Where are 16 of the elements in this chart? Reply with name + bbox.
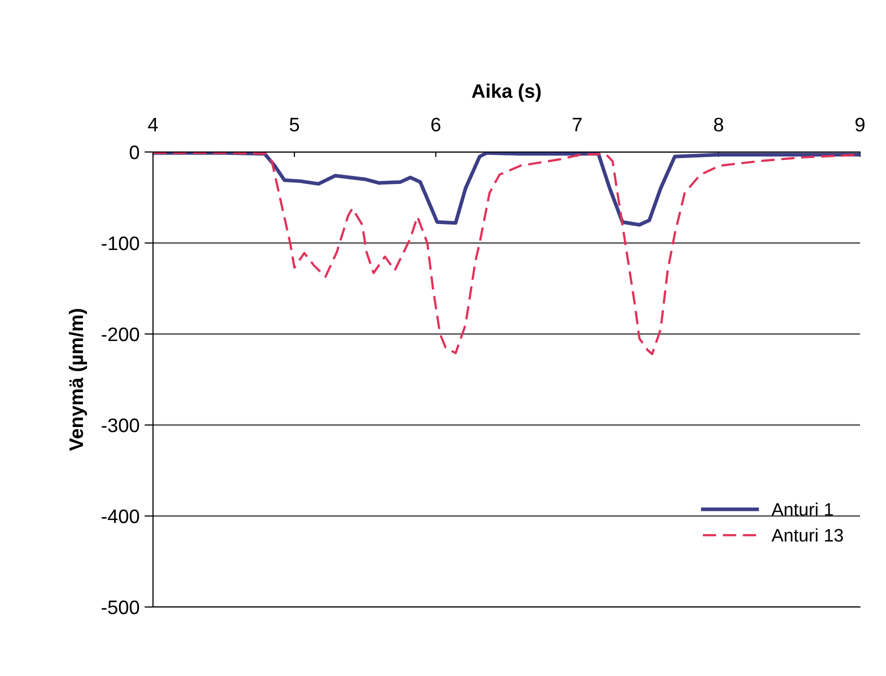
y-tick-label: -100 [102, 236, 140, 250]
x-tick-label: 7 [572, 118, 582, 132]
x-tick-label: 9 [856, 118, 864, 132]
y-axis-title: Venymä (µm/m) [68, 308, 88, 451]
y-tick-label: -300 [102, 418, 140, 432]
legend-label: Anturi 1 [772, 502, 833, 516]
legend-label: Anturi 13 [772, 528, 843, 542]
y-tick-label: -400 [102, 509, 140, 524]
x-tick-label: 4 [148, 118, 158, 132]
x-axis-title: Aika (s) [472, 84, 541, 102]
y-tick-label: -200 [102, 327, 140, 342]
x-tick-label: 5 [290, 118, 299, 132]
x-tick-label: 6 [431, 118, 440, 132]
y-tick-label: 0 [130, 145, 140, 160]
y-tick-label: -500 [102, 600, 140, 614]
x-tick-label: 8 [714, 118, 724, 132]
